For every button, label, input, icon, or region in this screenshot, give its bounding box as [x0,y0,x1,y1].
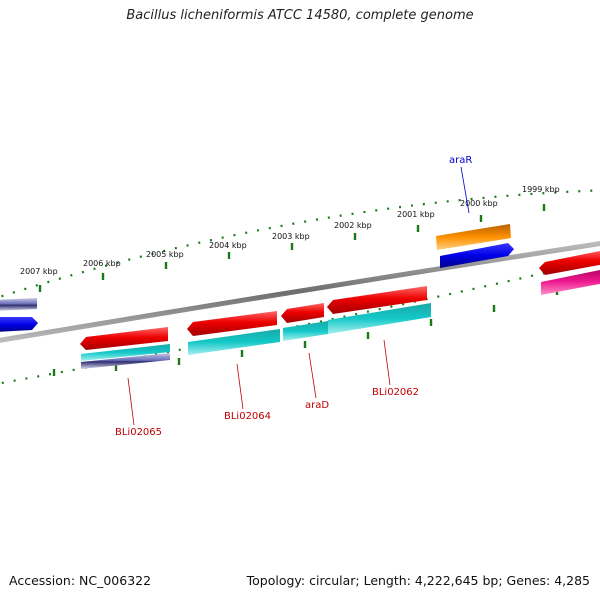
reverse-strand-features [81,303,431,369]
feature-arrow-blue-arar[interactable] [440,243,514,268]
forward-strand-features [0,224,600,350]
accession-text: Accession: NC_006322 [9,573,152,588]
kbp-label: 1999 kbp [522,185,560,194]
map-title: Bacillus licheniformis ATCC 14580, compl… [126,8,474,23]
kbp-label: 2002 kbp [334,221,372,230]
gene-labels: araR BLi02065 BLi02064 araD BLi02062 [115,155,472,438]
feature-bar-cyan-bli02064[interactable] [188,329,280,355]
feature-arrow-orange-arar[interactable] [436,224,511,250]
outer-major-ticks [38,204,546,292]
kbp-label: 2007 kbp [20,267,58,276]
gene-label-arad[interactable]: araD [305,400,329,411]
kbp-scale-labels: 2007 kbp 2006 kbp 2005 kbp 2004 kbp 2003… [20,185,560,276]
feature-arrow-magenta-right[interactable] [541,268,600,295]
kbp-label: 2000 kbp [460,199,498,208]
feature-arrow-blue-left[interactable] [0,317,38,332]
feature-arrow-red-bli02062[interactable] [327,286,427,314]
feature-arrow-slate-left[interactable] [0,298,37,311]
kbp-label: 2001 kbp [397,210,435,219]
kbp-label: 2003 kbp [272,232,310,241]
kbp-label: 2006 kbp [83,259,121,268]
genome-backbone [0,241,600,343]
feature-arrow-red-right[interactable] [539,249,600,275]
feature-bar-cyan-bli02062[interactable] [328,303,431,334]
feature-bar-cyan-arad[interactable] [283,321,328,341]
topology-text: Topology: circular; Length: 4,222,645 bp… [246,573,590,588]
inner-major-ticks [52,288,559,376]
gene-label-bli02062[interactable]: BLi02062 [372,387,419,398]
kbp-label: 2005 kbp [146,250,184,259]
gene-label-bli02065[interactable]: BLi02065 [115,427,162,438]
gene-label-bli02064[interactable]: BLi02064 [224,411,271,422]
kbp-label: 2004 kbp [209,241,247,250]
label-leader-lines [127,166,470,426]
feature-bar-slate-bli02065[interactable] [81,353,170,369]
feature-arrow-red-arad[interactable] [281,303,324,323]
feature-bar-cyan-bli02065[interactable] [81,344,170,361]
feature-arrow-red-bli02065[interactable] [80,327,168,350]
gene-label-arar[interactable]: araR [449,155,472,166]
feature-arrow-red-bli02064[interactable] [187,311,277,336]
